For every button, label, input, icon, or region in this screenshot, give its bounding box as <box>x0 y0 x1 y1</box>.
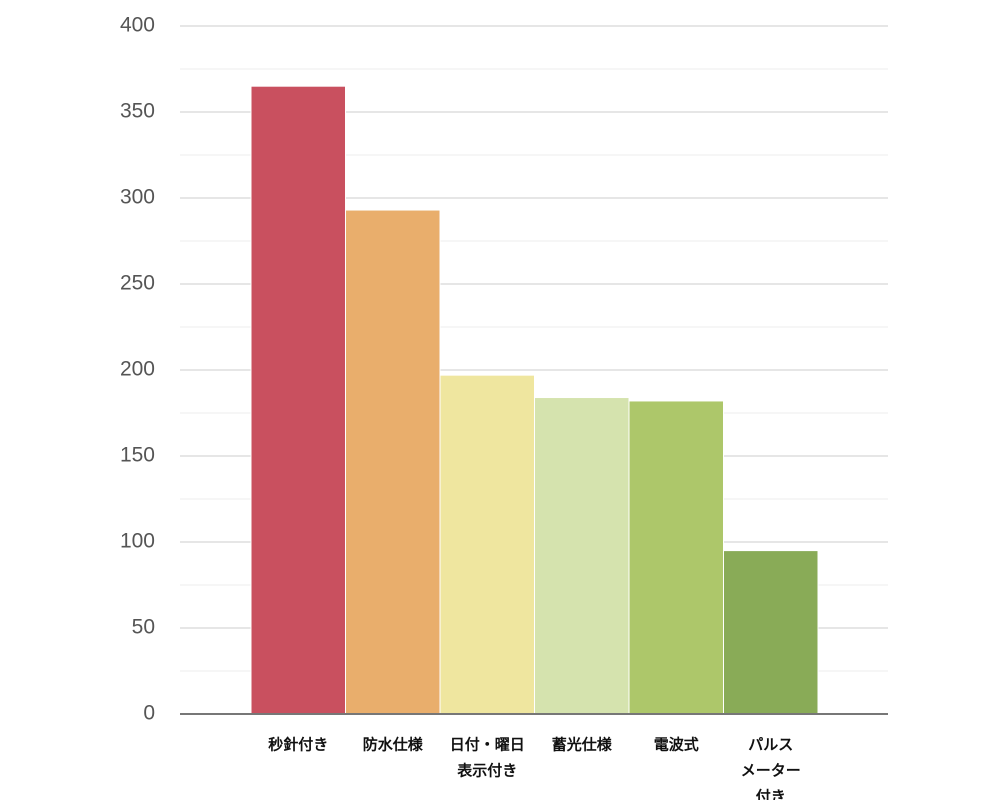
y-tick-label: 50 <box>132 616 155 639</box>
bar <box>345 209 441 715</box>
x-tick-label: 秒針付き <box>268 736 328 754</box>
x-tick-label: 付き <box>756 788 786 800</box>
x-tick-label: 蓄光仕様 <box>552 736 613 754</box>
x-tick-label: 日付・曜日 <box>450 736 525 754</box>
bar <box>250 85 346 715</box>
y-tick-label: 150 <box>120 444 155 467</box>
x-tick-label: 電波式 <box>654 736 699 754</box>
bar <box>628 400 724 715</box>
bar <box>439 374 535 715</box>
x-tick-label: メーター <box>741 762 801 780</box>
y-tick-label: 200 <box>120 358 155 381</box>
y-tick-label: 300 <box>120 186 155 209</box>
x-tick-label: 表示付き <box>457 762 517 780</box>
y-tick-label: 250 <box>120 272 155 295</box>
bar <box>723 550 819 715</box>
y-tick-label: 100 <box>120 530 155 553</box>
y-tick-label: 0 <box>143 702 155 725</box>
y-tick-label: 350 <box>120 100 155 123</box>
x-tick-label: 防水仕様 <box>363 736 424 754</box>
x-tick-label: パルス <box>748 736 793 754</box>
bar <box>534 397 630 715</box>
y-tick-label: 400 <box>120 14 155 37</box>
